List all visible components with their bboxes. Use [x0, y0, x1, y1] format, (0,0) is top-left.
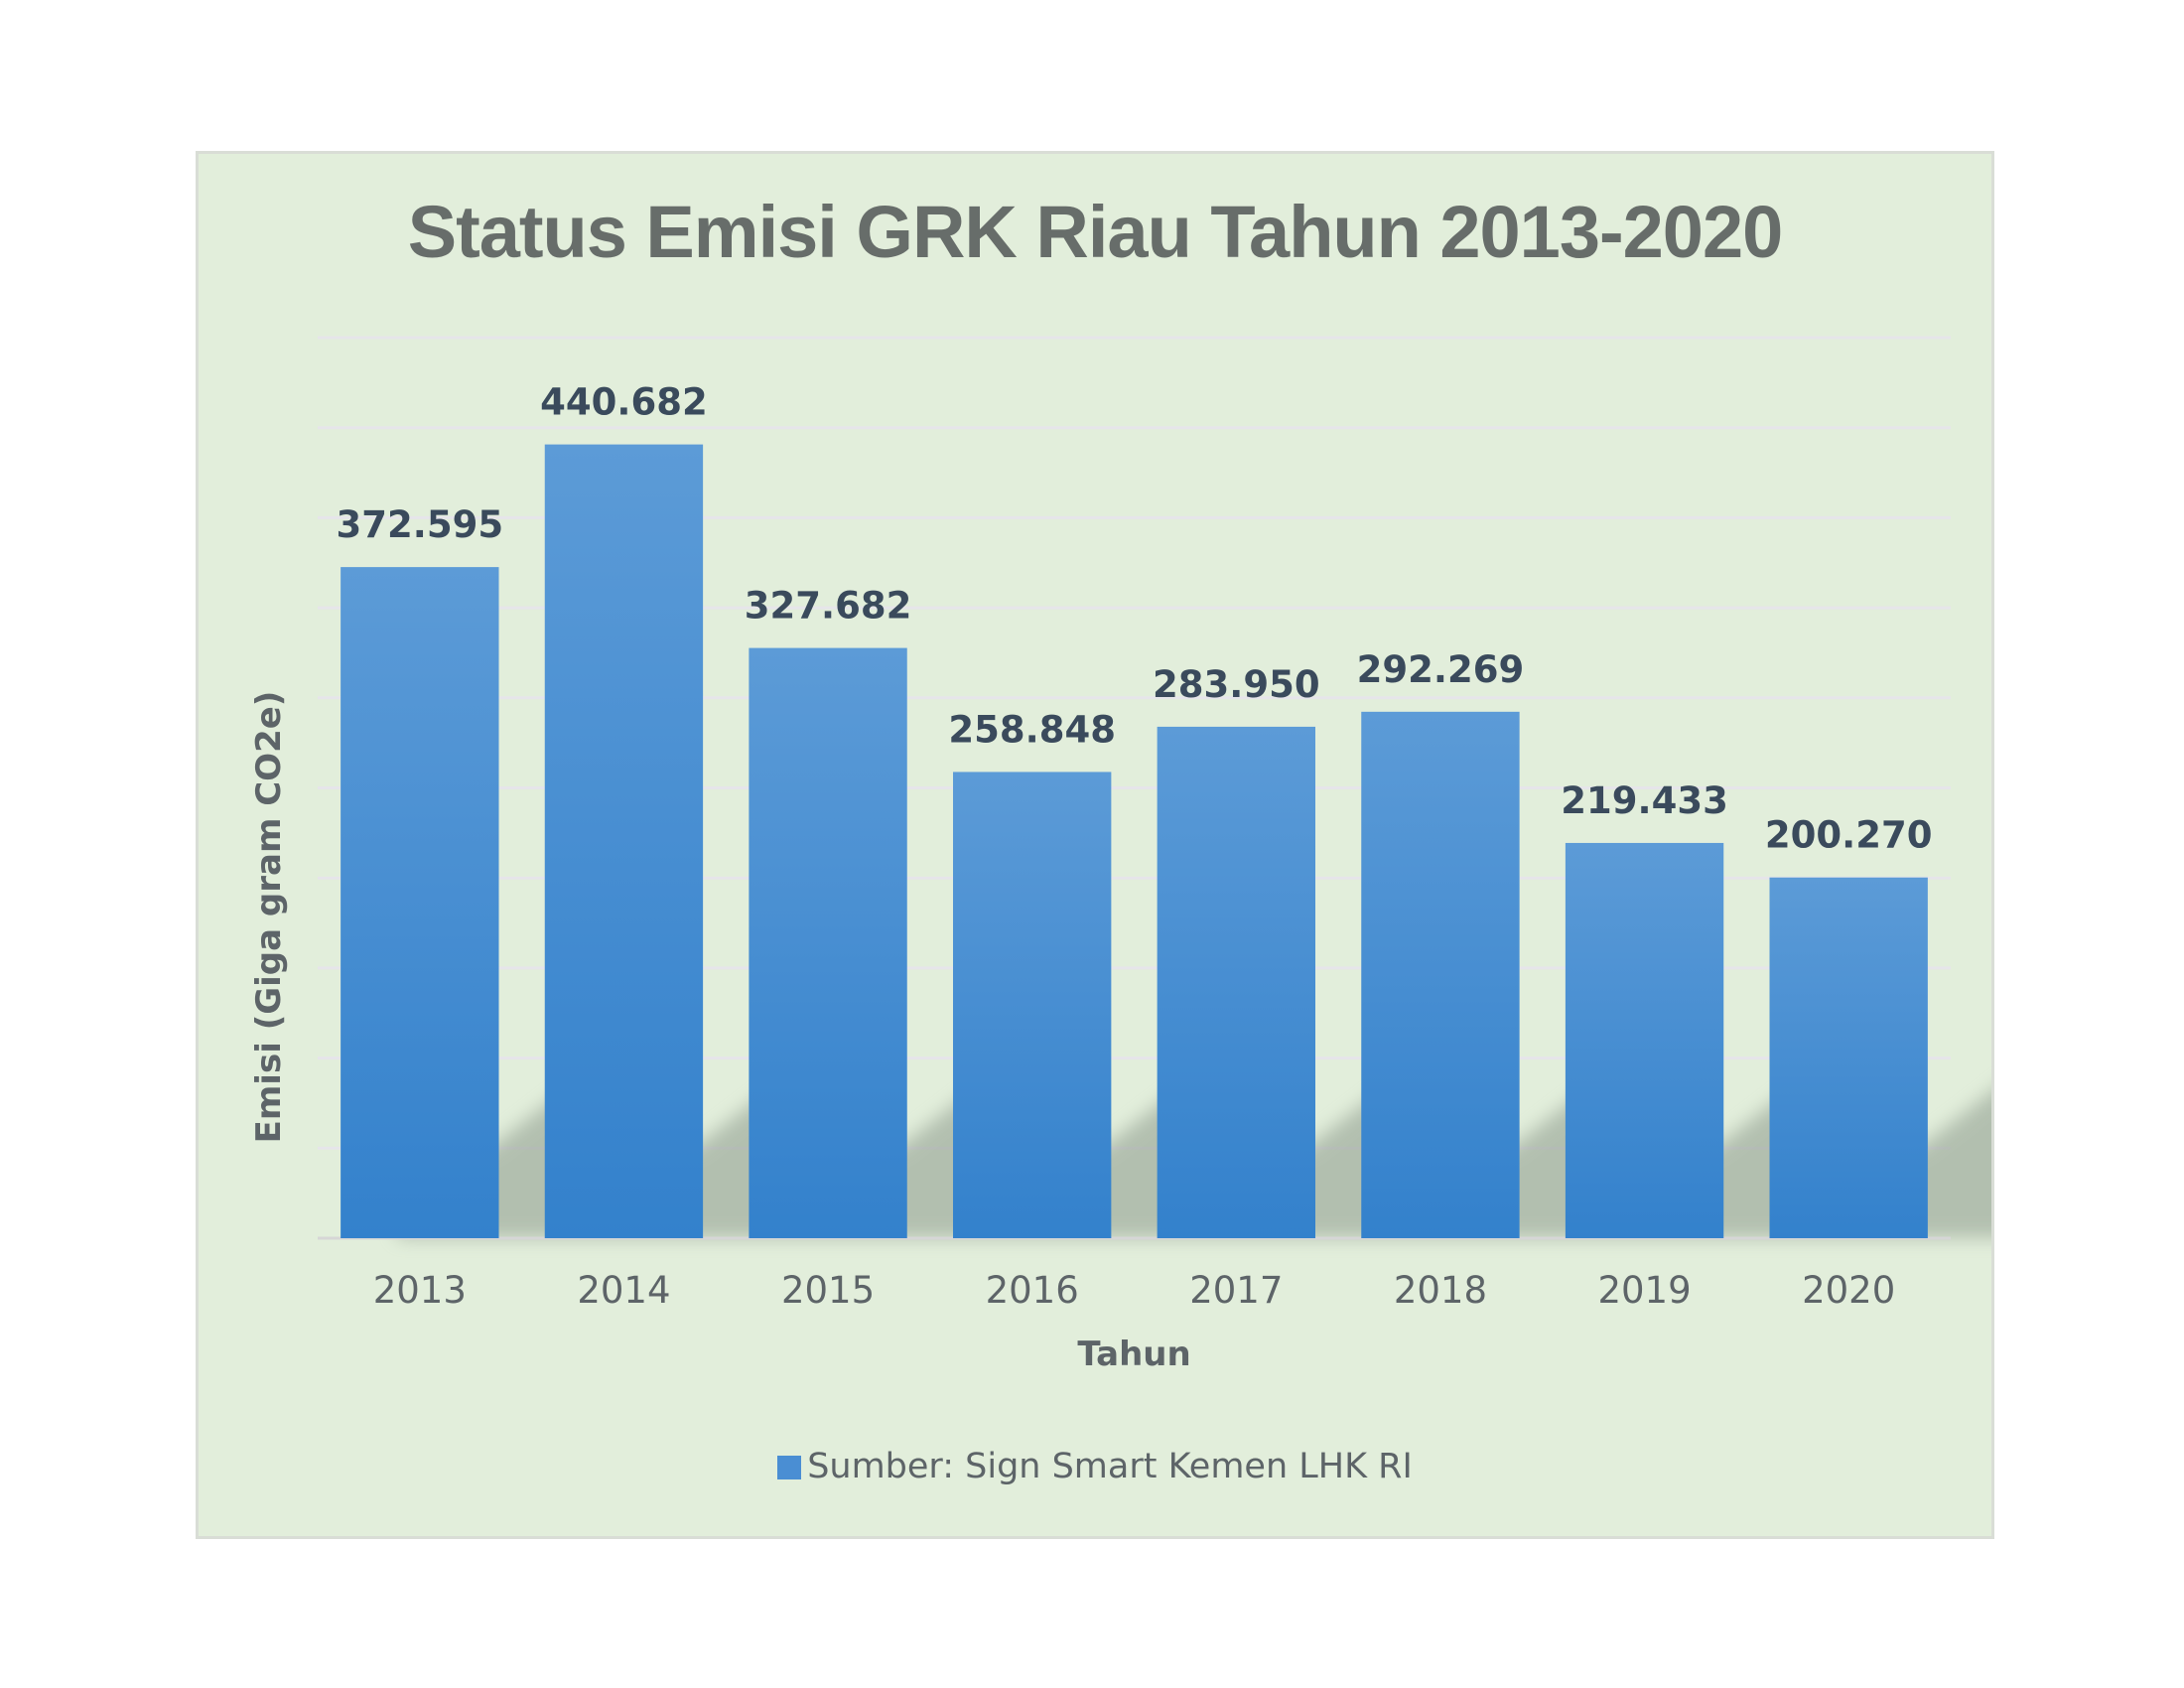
data-label-2017: 283.950 — [1153, 663, 1320, 706]
bar-2015 — [749, 647, 907, 1238]
x-axis-title: Tahun — [1077, 1335, 1190, 1374]
x-tick-label-2015: 2015 — [781, 1269, 875, 1312]
x-tick-label-2020: 2020 — [1802, 1269, 1895, 1312]
chart-title: Status Emisi GRK Riau Tahun 2013-2020 — [407, 191, 1784, 273]
bar-2017 — [1157, 726, 1315, 1238]
x-tick-label-2016: 2016 — [986, 1269, 1079, 1312]
bar-2014 — [544, 444, 704, 1238]
bar-2013 — [341, 567, 499, 1238]
legend-label: Sumber: Sign Smart Kemen LHK RI — [807, 1447, 1413, 1486]
data-label-2016: 258.848 — [948, 708, 1116, 751]
chart-plot: 372.595 2013 440.682 2014 327.682 2015 258.848… — [249, 336, 1991, 1374]
x-tick-label-2019: 2019 — [1597, 1269, 1691, 1312]
bar-2016 — [953, 772, 1112, 1238]
legend-swatch — [777, 1456, 802, 1479]
data-label-2018: 292.269 — [1357, 648, 1525, 691]
x-tick-label-2013: 2013 — [373, 1269, 467, 1312]
bar-2020 — [1769, 877, 1928, 1238]
x-tick-label-2017: 2017 — [1189, 1269, 1283, 1312]
data-label-2013: 372.595 — [337, 503, 504, 546]
legend: Sumber: Sign Smart Kemen LHK RI — [199, 1447, 1991, 1486]
data-label-2019: 219.433 — [1561, 779, 1728, 822]
x-tick-label-2018: 2018 — [1394, 1269, 1487, 1312]
data-label-2015: 327.682 — [745, 585, 912, 628]
y-axis-title: Emisi (Giga gram CO2e) — [249, 691, 289, 1144]
data-label-2020: 200.270 — [1765, 814, 1933, 857]
chart-panel: Status Emisi GRK Riau Tahun 2013-2020 37… — [196, 151, 1994, 1539]
bar-2018 — [1361, 711, 1520, 1238]
x-tick-label-2014: 2014 — [577, 1269, 670, 1312]
data-label-2014: 440.682 — [540, 381, 708, 424]
bar-2019 — [1565, 842, 1724, 1238]
